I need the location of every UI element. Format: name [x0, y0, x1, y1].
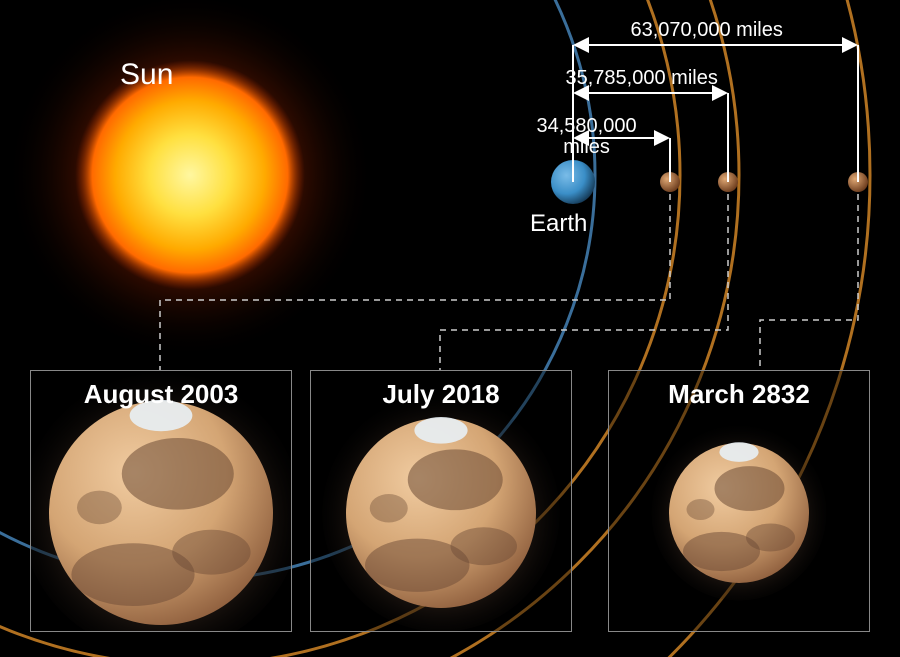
sun-body: [75, 60, 305, 290]
mars-panel-2: March 2832: [608, 370, 870, 632]
sun-label: Sun: [120, 58, 173, 92]
leader-line-2: [760, 194, 858, 370]
mars-panel-title-2: March 2832: [609, 379, 869, 410]
earth-label: Earth: [530, 210, 587, 238]
distance-label-2: 34,580,000miles: [537, 116, 637, 158]
distance-label-1: 35,785,000 miles: [566, 67, 718, 90]
distance-label-0: 63,070,000 miles: [631, 19, 783, 42]
mars-panel-title-0: August 2003: [31, 379, 291, 410]
mars-panel-1: July 2018: [310, 370, 572, 632]
mars-panel-title-1: July 2018: [311, 379, 571, 410]
diagram-stage: Sun Earth 63,070,000 miles 35,785,000 mil…: [0, 0, 900, 657]
mars-panel-0: August 2003: [30, 370, 292, 632]
